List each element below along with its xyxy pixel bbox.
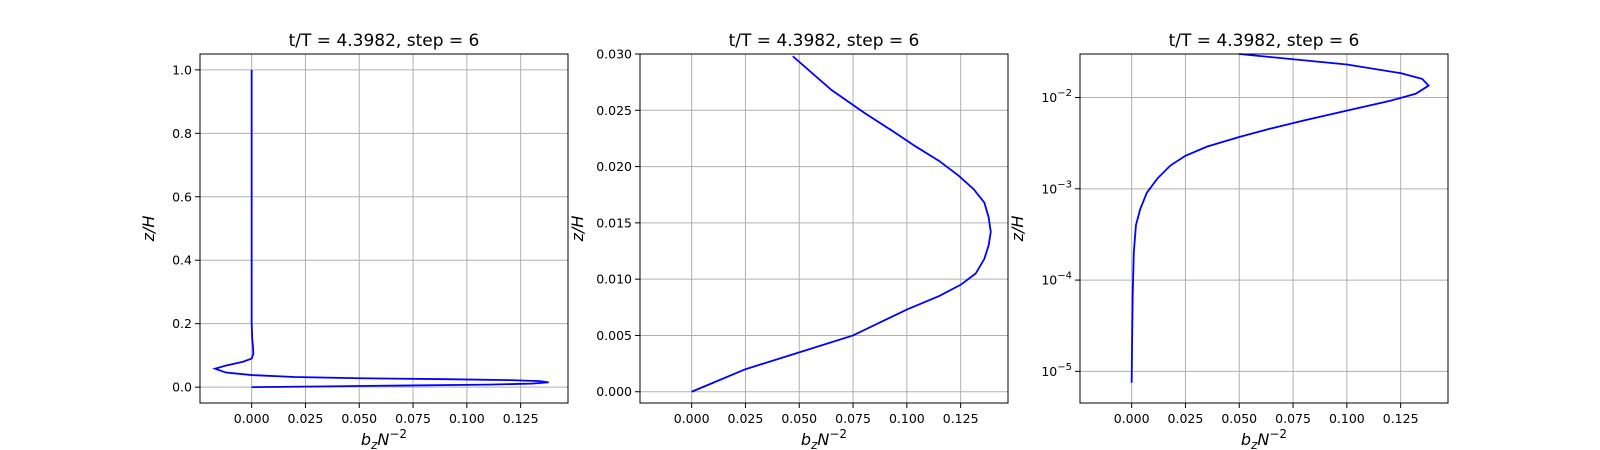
y-tick-label: 0.020: [596, 159, 632, 174]
profile-line: [212, 69, 549, 389]
x-tick-label: 0.100: [889, 411, 925, 426]
x-tick-label: 0.125: [943, 411, 979, 426]
x-tick-label: 0.075: [1275, 411, 1311, 426]
y-tick-label: 0.030: [596, 47, 632, 62]
x-tick-label: 0.075: [395, 411, 431, 426]
axes-frame: [1079, 53, 1449, 404]
y-tick-label: 0.025: [596, 103, 632, 118]
x-axis-label: bzN−2: [361, 427, 407, 450]
y-tick-label: 10−2: [1041, 88, 1072, 105]
x-axis-label: bzN−2: [801, 427, 847, 450]
x-tick-label: 0.000: [234, 411, 270, 426]
profile-line: [1130, 53, 1431, 383]
y-axis-label: z/H: [568, 216, 587, 243]
x-tick-label: 0.000: [674, 411, 710, 426]
chart-panel-2: 0.000 0.025 0.050 0.075 0.100 0.125 0.000 0.005…: [568, 31, 1009, 450]
y-tick-label: 1.0: [172, 62, 192, 77]
y-tick-label: 0.6: [172, 189, 192, 204]
y-tick-label: 0.015: [596, 215, 632, 230]
x-tick-label: 0.025: [288, 411, 324, 426]
chart-panel-1: 0.000 0.025 0.050 0.075 0.100 0.125 0.0 0.2 0.4 0…: [139, 31, 569, 450]
axes-frame: [639, 53, 1009, 404]
x-tick-label: 0.025: [1168, 411, 1204, 426]
x-tick-label: 0.025: [728, 411, 764, 426]
y-tick-label: 0.000: [596, 384, 632, 399]
chart-title: t/T = 4.3982, step = 6: [289, 31, 480, 51]
y-tick-label: 10−5: [1041, 362, 1072, 379]
y-axis-label: z/H: [1008, 216, 1027, 243]
x-tick-label: 0.100: [1329, 411, 1365, 426]
x-tick-label: 0.050: [781, 411, 817, 426]
x-tick-label: 0.125: [1383, 411, 1419, 426]
x-tick-label: 0.050: [341, 411, 377, 426]
chart-title: t/T = 4.3982, step = 6: [1169, 31, 1360, 51]
y-tick-label: 10−3: [1041, 179, 1072, 196]
y-tick-label: 0.005: [596, 328, 632, 343]
y-tick-label: 10−4: [1041, 271, 1072, 288]
y-tick-label: 0.4: [172, 253, 192, 268]
y-tick-label: 0.010: [596, 272, 632, 287]
y-tick-label: 0.8: [172, 126, 192, 141]
y-tick-label: 0.0: [172, 380, 192, 395]
chart-title: t/T = 4.3982, step = 6: [729, 31, 920, 51]
chart-panel-3: 0.000 0.025 0.050 0.075 0.100 0.125 10−5 10−4 10…: [1008, 31, 1449, 450]
x-axis-label: bzN−2: [1241, 427, 1287, 450]
y-tick-label: 0.2: [172, 316, 192, 331]
x-tick-label: 0.000: [1114, 411, 1150, 426]
axes-frame: [199, 53, 569, 404]
x-tick-label: 0.100: [449, 411, 485, 426]
profile-line: [691, 55, 992, 393]
x-tick-label: 0.125: [503, 411, 539, 426]
y-axis-label: z/H: [139, 216, 158, 243]
x-tick-label: 0.075: [835, 411, 871, 426]
x-tick-label: 0.050: [1221, 411, 1257, 426]
